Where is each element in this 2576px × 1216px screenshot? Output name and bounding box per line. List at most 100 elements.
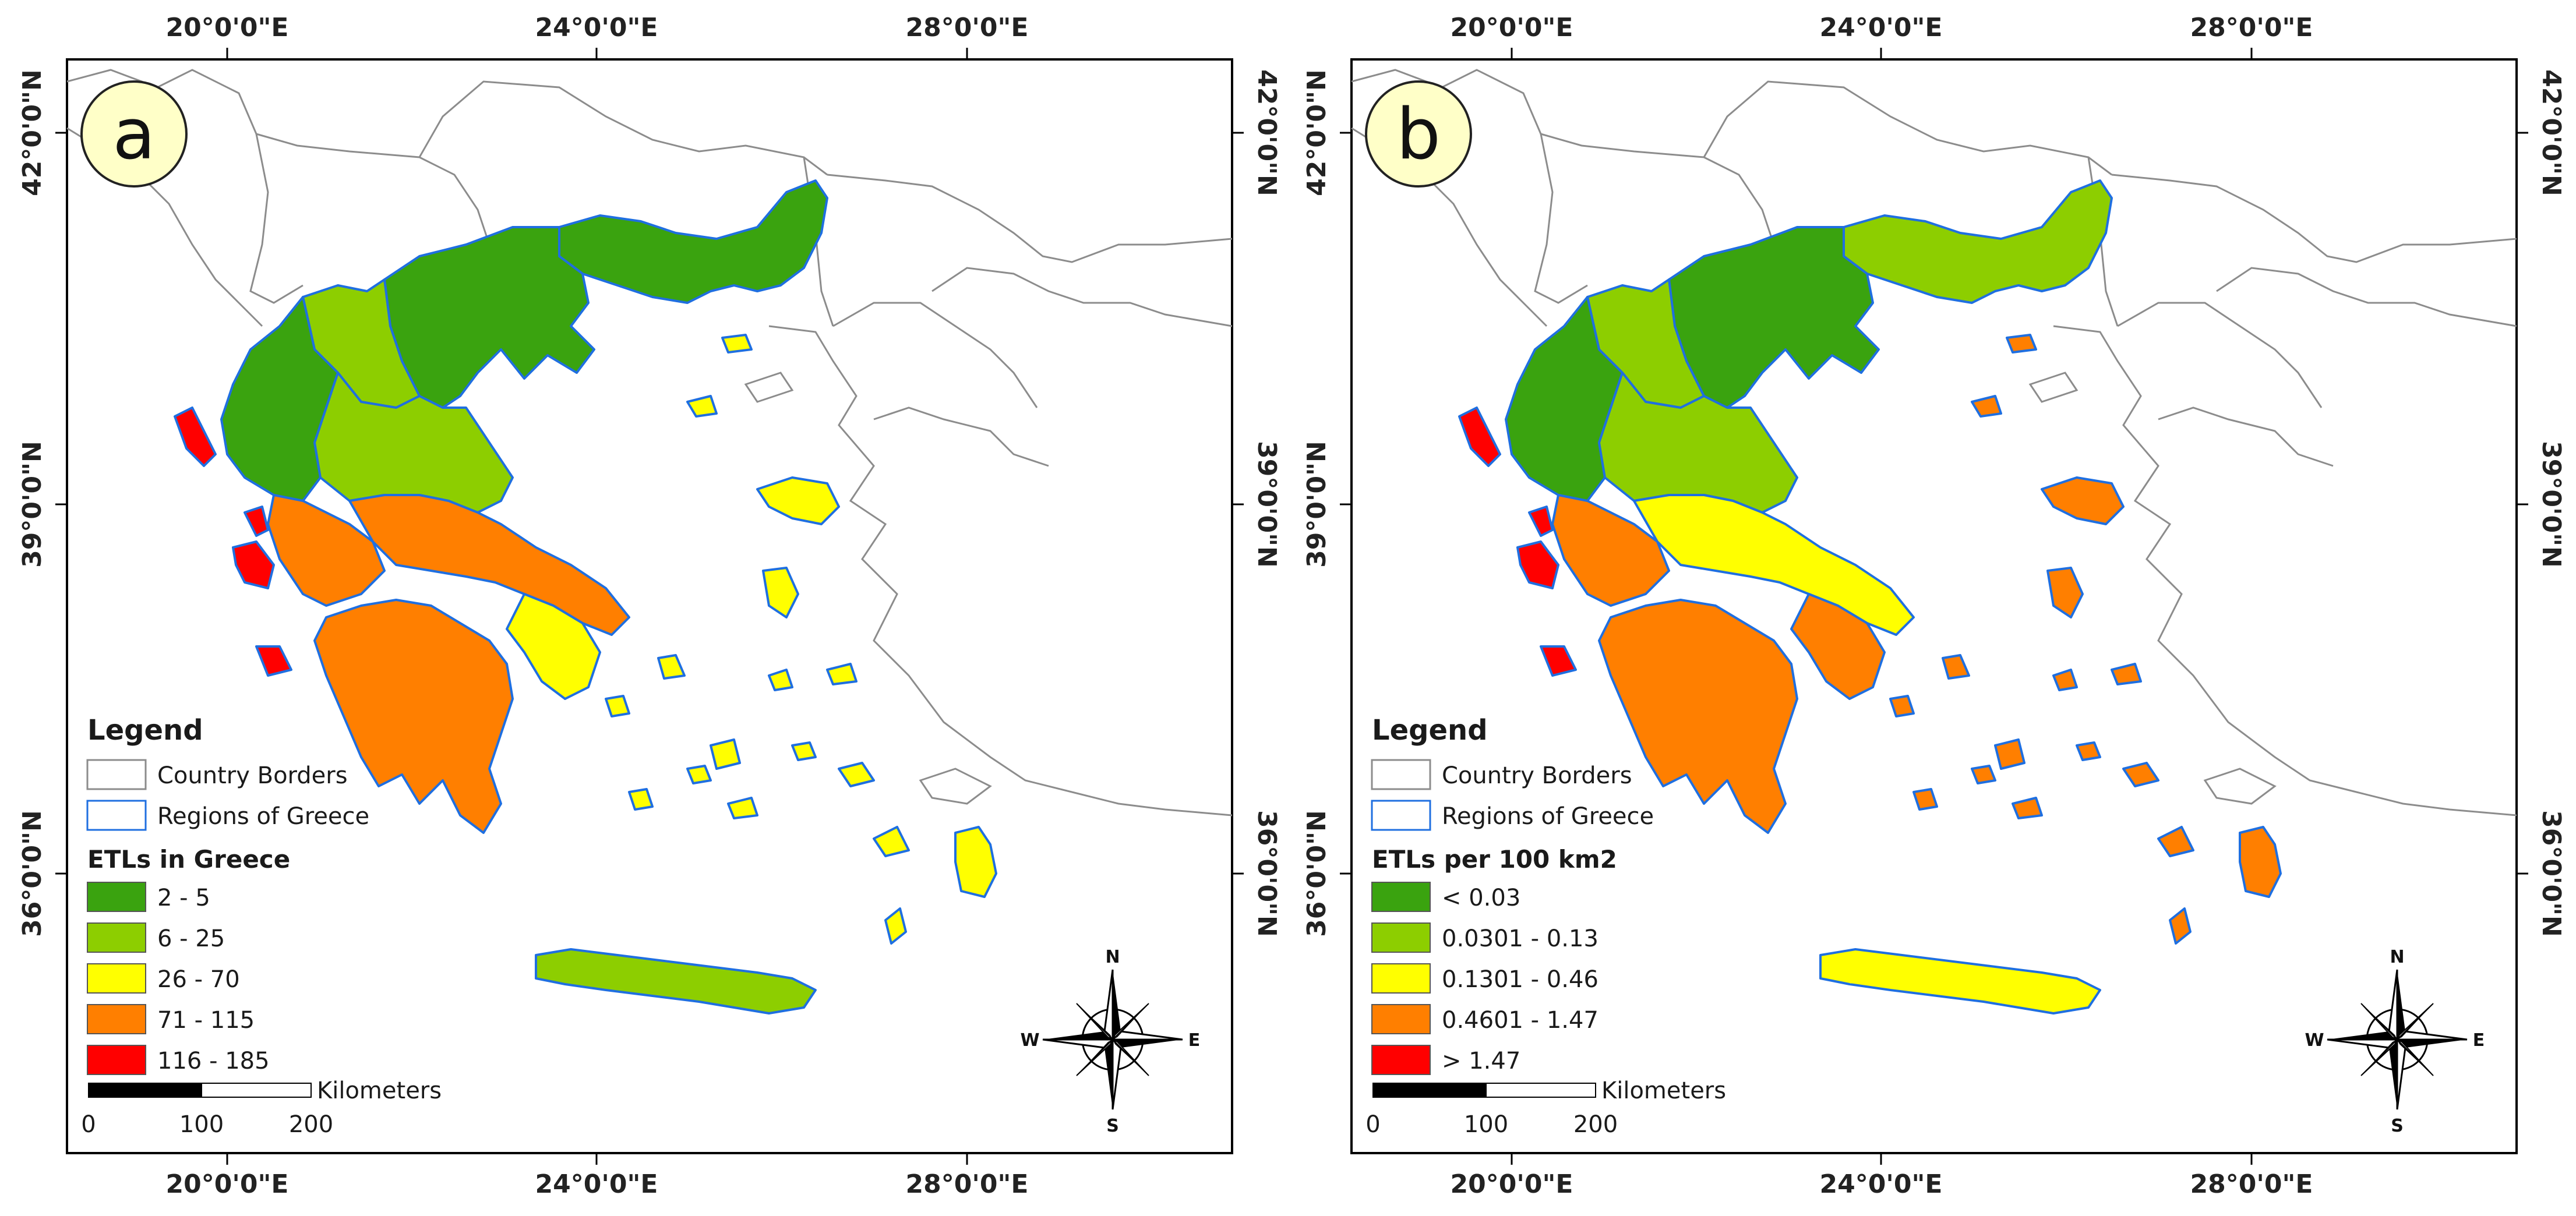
lat-label-left-2: 39°0'0"N bbox=[1302, 441, 1332, 568]
region-peloponnese bbox=[313, 599, 514, 834]
lat-label-right-2: 39°0'0"N bbox=[2536, 441, 2566, 568]
scale-tick-100: 100 bbox=[1464, 1111, 1508, 1138]
panel-badge-label: a bbox=[112, 94, 156, 175]
legend-class-label-2: 6 - 25 bbox=[157, 925, 225, 952]
legend-subtitle: ETLs in Greece bbox=[87, 845, 290, 874]
legend-class-label-4: 71 - 115 bbox=[157, 1007, 255, 1034]
scale-bar-dark-segment bbox=[1372, 1083, 1487, 1098]
lon-label-top-2: 24°0'0"E bbox=[535, 13, 658, 43]
scale-tick-200: 200 bbox=[1573, 1111, 1618, 1138]
region-western-greece bbox=[1551, 494, 1670, 607]
scale-unit: Kilometers bbox=[317, 1077, 442, 1104]
legend-class-swatch-2 bbox=[1371, 922, 1431, 953]
legend-title: Legend bbox=[1372, 714, 1488, 747]
legend-class-label-1: < 0.03 bbox=[1442, 885, 1520, 911]
scale-bar-light-segment bbox=[201, 1083, 312, 1098]
legend: Legend Country Borders Regions of Greece… bbox=[86, 714, 369, 1075]
legend-class-label-3: 26 - 70 bbox=[157, 966, 240, 993]
map-panel-b: 20°0'0"E 24°0'0"E 28°0'0"E 20°0'0"E 24°0… bbox=[1285, 0, 2566, 1216]
legend-label-regions: Regions of Greece bbox=[157, 803, 369, 830]
legend-class-label-1: 2 - 5 bbox=[157, 885, 210, 911]
regions-of-greece bbox=[174, 179, 997, 1014]
compass-rose-icon: N S E W bbox=[1020, 947, 1200, 1136]
legend-class-swatch-5 bbox=[1371, 1045, 1431, 1075]
panel-badge-circle bbox=[80, 80, 188, 188]
region-south-aegean bbox=[1889, 654, 2282, 945]
lat-label-right-1: 42°0'0"N bbox=[1252, 69, 1282, 196]
legend-class-label-4: 0.4601 - 1.47 bbox=[1442, 1007, 1598, 1034]
compass-e: E bbox=[2473, 1030, 2485, 1051]
lat-label-right-1: 42°0'0"N bbox=[2536, 69, 2566, 196]
scale-unit: Kilometers bbox=[1601, 1077, 1726, 1104]
region-crete bbox=[1819, 948, 2101, 1014]
compass-e: E bbox=[1188, 1030, 1201, 1051]
region-central-greece bbox=[1633, 494, 1915, 636]
legend-class-swatch-5 bbox=[87, 1045, 146, 1075]
legend-class-label-5: > 1.47 bbox=[1442, 1048, 1520, 1074]
lon-label-top-1: 20°0'0"E bbox=[166, 13, 289, 43]
lon-label-bottom-1: 20°0'0"E bbox=[166, 1169, 289, 1199]
lon-label-top-3: 28°0'0"E bbox=[906, 13, 1029, 43]
region-south-aegean bbox=[605, 654, 997, 945]
compass-w: W bbox=[1020, 1030, 1039, 1051]
legend-swatch-country-borders bbox=[86, 759, 147, 790]
region-north-aegean bbox=[686, 334, 858, 685]
lon-label-bottom-3: 28°0'0"E bbox=[906, 1169, 1029, 1199]
lat-label-left-3: 36°0'0"N bbox=[17, 810, 47, 937]
lon-label-top-3: 28°0'0"E bbox=[2190, 13, 2313, 43]
region-eastern-macedonia-thrace bbox=[1843, 179, 2113, 304]
legend-class-swatch-3 bbox=[1371, 963, 1431, 994]
compass-s: S bbox=[2391, 1116, 2404, 1136]
scale-tick-0: 0 bbox=[1365, 1111, 1380, 1138]
lat-label-left-2: 39°0'0"N bbox=[17, 441, 47, 568]
lat-label-right-3: 36°0'0"N bbox=[2536, 810, 2566, 937]
region-ionian-islands bbox=[1458, 406, 1577, 677]
legend-class-label-5: 116 - 185 bbox=[157, 1048, 270, 1074]
legend: Legend Country Borders Regions of Greece… bbox=[1371, 714, 1654, 1075]
legend-class-label-3: 0.1301 - 0.46 bbox=[1442, 966, 1598, 993]
legend-label-regions: Regions of Greece bbox=[1442, 803, 1654, 830]
map-panel-a: 20°0'0"E 24°0'0"E 28°0'0"E 20°0'0"E 24°0… bbox=[0, 0, 1282, 1216]
map-svg: 20°0'0"E 24°0'0"E 28°0'0"E 20°0'0"E 24°0… bbox=[17, 13, 1282, 1199]
region-thessaly bbox=[313, 372, 514, 514]
lat-label-left-1: 42°0'0"N bbox=[1302, 69, 1332, 196]
legend-class-swatch-4 bbox=[87, 1004, 146, 1034]
lon-label-bottom-2: 24°0'0"E bbox=[535, 1169, 658, 1199]
panel-badge-circle bbox=[1365, 80, 1472, 188]
region-eastern-macedonia-thrace bbox=[558, 179, 828, 304]
lat-label-right-2: 39°0'0"N bbox=[1252, 441, 1282, 568]
scale-tick-100: 100 bbox=[179, 1111, 224, 1138]
map-svg: 20°0'0"E 24°0'0"E 28°0'0"E 20°0'0"E 24°0… bbox=[1302, 13, 2566, 1199]
compass-w: W bbox=[2305, 1030, 2324, 1051]
lon-label-bottom-1: 20°0'0"E bbox=[1451, 1169, 1573, 1199]
lat-label-left-3: 36°0'0"N bbox=[1302, 810, 1332, 937]
region-attica bbox=[1790, 593, 1886, 700]
lat-label-right-3: 36°0'0"N bbox=[1252, 810, 1282, 937]
graticule-ticks bbox=[55, 48, 1244, 1165]
compass-s: S bbox=[1106, 1116, 1119, 1136]
compass-n: N bbox=[2390, 947, 2404, 967]
legend-label-country-borders: Country Borders bbox=[157, 762, 348, 789]
legend-class-swatch-1 bbox=[87, 882, 146, 912]
scale-bar: Kilometers 0 100 200 bbox=[81, 1077, 442, 1138]
legend-title: Legend bbox=[87, 714, 203, 747]
scale-bar-light-segment bbox=[1485, 1083, 1596, 1098]
panel-badge-label: b bbox=[1396, 94, 1441, 175]
compass-n: N bbox=[1105, 947, 1120, 967]
legend-subtitle: ETLs per 100 km2 bbox=[1372, 845, 1617, 874]
panel-badge: a bbox=[80, 80, 188, 188]
legend-class-swatch-3 bbox=[87, 963, 146, 994]
region-ionian-islands bbox=[174, 406, 292, 677]
legend-classes: < 0.03 0.0301 - 0.13 0.1301 - 0.46 0.460… bbox=[1371, 882, 1598, 1075]
scale-tick-0: 0 bbox=[81, 1111, 96, 1138]
scale-bar: Kilometers 0 100 200 bbox=[1365, 1077, 1726, 1138]
lon-label-bottom-3: 28°0'0"E bbox=[2190, 1169, 2313, 1199]
regions-of-greece bbox=[1458, 179, 2282, 1014]
country-borders bbox=[1351, 69, 2517, 816]
region-western-greece bbox=[267, 494, 386, 607]
scale-tick-200: 200 bbox=[289, 1111, 333, 1138]
legend-class-swatch-2 bbox=[87, 922, 146, 953]
lon-label-top-1: 20°0'0"E bbox=[1451, 13, 1573, 43]
lat-label-left-1: 42°0'0"N bbox=[17, 69, 47, 196]
legend-swatch-regions bbox=[1371, 800, 1431, 831]
